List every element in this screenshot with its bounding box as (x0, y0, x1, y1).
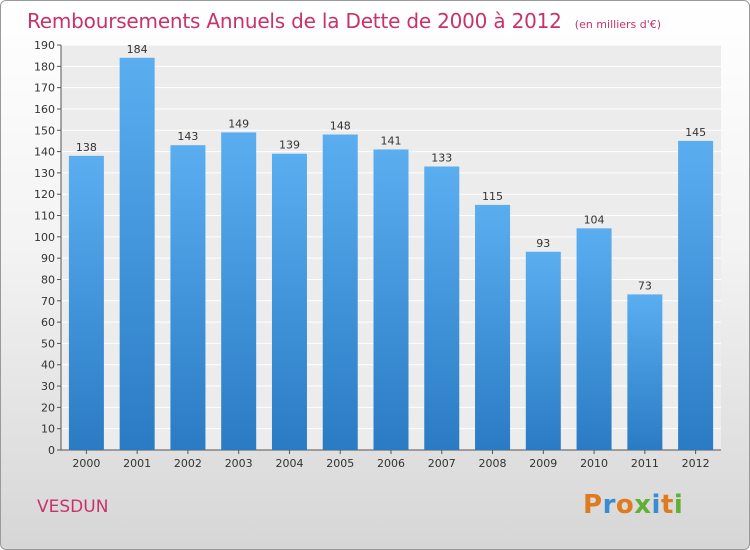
x-tick-label-2012: 2012 (682, 457, 710, 470)
brand-letter: r (602, 490, 616, 520)
y-tick-label: 180 (34, 60, 55, 73)
data-label-2008: 115 (482, 190, 503, 203)
y-tick-label: 110 (34, 210, 55, 223)
y-tick-label: 150 (34, 124, 55, 137)
data-label-2005: 148 (330, 120, 351, 133)
bar-2012 (678, 140, 714, 450)
bar-2002 (170, 145, 206, 450)
bar-2007 (424, 166, 460, 450)
y-tick-label: 0 (48, 444, 55, 457)
bar-2000 (68, 155, 104, 450)
bar-2010 (576, 228, 612, 450)
brand-letter: t (660, 490, 674, 520)
bar-2009 (525, 251, 561, 450)
x-tick-label-2003: 2003 (225, 457, 253, 470)
y-tick-label: 140 (34, 146, 55, 159)
x-tick-label-2006: 2006 (377, 457, 405, 470)
data-label-2009: 93 (536, 237, 550, 250)
bar-2003 (221, 132, 257, 451)
x-tick-label-2004: 2004 (275, 457, 303, 470)
x-tick-label-2000: 2000 (72, 457, 100, 470)
x-tick-label-2005: 2005 (326, 457, 354, 470)
chart-unit: (en milliers d'€) (574, 18, 662, 31)
data-label-2001: 184 (127, 43, 148, 56)
bar-2005 (322, 134, 358, 451)
data-label-2010: 104 (584, 213, 605, 226)
y-tick-label: 130 (34, 167, 55, 180)
y-tick-label: 160 (34, 103, 55, 116)
data-label-2007: 133 (431, 152, 452, 165)
brand-letter: x (634, 490, 652, 520)
y-tick-label: 100 (34, 231, 55, 244)
bar-2001 (119, 57, 155, 450)
brand-letter: i (651, 490, 661, 520)
y-tick-label: 170 (34, 82, 55, 95)
data-label-2004: 139 (279, 139, 300, 152)
data-label-2006: 141 (381, 134, 402, 147)
y-tick-label: 40 (41, 359, 55, 372)
data-label-2000: 138 (76, 141, 97, 154)
data-label-2011: 73 (638, 279, 652, 292)
x-tick-label-2010: 2010 (580, 457, 608, 470)
x-tick-label-2001: 2001 (123, 457, 151, 470)
x-tick-label-2002: 2002 (174, 457, 202, 470)
x-tick-label-2009: 2009 (529, 457, 557, 470)
y-tick-label: 50 (41, 337, 55, 350)
data-label-2002: 143 (177, 130, 198, 143)
bar-2008 (475, 204, 511, 450)
y-tick-label: 10 (41, 423, 55, 436)
x-tick-label-2011: 2011 (631, 457, 659, 470)
bar-2004 (271, 153, 307, 451)
data-label-2003: 149 (228, 117, 249, 130)
chart-title: Remboursements Annuels de la Dette de 20… (27, 9, 562, 33)
title-row: Remboursements Annuels de la Dette de 20… (27, 9, 661, 33)
brand-logo: Proxiti (583, 490, 683, 520)
y-tick-label: 190 (34, 39, 55, 52)
bar-2011 (627, 294, 663, 450)
brand-letter: P (583, 490, 603, 520)
commune-name: VESDUN (37, 497, 109, 517)
data-label-2012: 145 (685, 126, 706, 139)
x-tick-label-2008: 2008 (479, 457, 507, 470)
bar-2006 (373, 149, 409, 450)
y-tick-label: 30 (41, 380, 55, 393)
y-tick-label: 70 (41, 295, 55, 308)
brand-letter: o (615, 490, 635, 520)
y-tick-label: 120 (34, 188, 55, 201)
y-tick-label: 60 (41, 316, 55, 329)
x-tick-label-2007: 2007 (428, 457, 456, 470)
y-tick-label: 20 (41, 401, 55, 414)
brand-letter: i (673, 490, 684, 520)
y-tick-label: 80 (41, 273, 55, 286)
y-tick-label: 90 (41, 252, 55, 265)
